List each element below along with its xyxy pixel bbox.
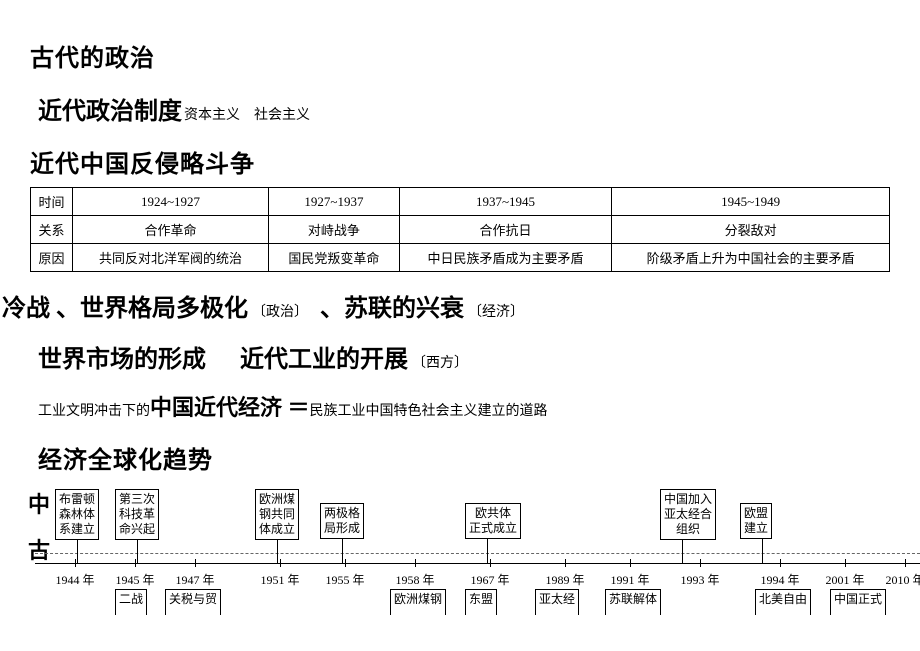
timeline-tick bbox=[845, 559, 846, 567]
timeline-year-label: 1994 年 bbox=[760, 571, 799, 588]
heading-modern-political-system: 近代政治制度 bbox=[38, 99, 182, 125]
timeline-year-label: 1947 年 bbox=[175, 571, 214, 588]
timeline-tick bbox=[75, 559, 76, 567]
subtext-capitalism: 资本主义 bbox=[184, 108, 240, 123]
timeline-year-label: 1989 年 bbox=[545, 571, 584, 588]
timeline-connector bbox=[137, 539, 138, 563]
timeline-bottom-box: 关税与贸 bbox=[165, 589, 221, 615]
cell: 分裂敌对 bbox=[612, 216, 890, 244]
timeline-bottom-box: 中国正式 bbox=[830, 589, 886, 615]
heading-ussr-rise-fall: 、苏联的兴衰 bbox=[320, 296, 464, 322]
timeline-year-label: 2010 年 bbox=[885, 571, 920, 588]
timeline-tick bbox=[780, 559, 781, 567]
heading-cold-war-row: 冷战 、世界格局多极化 〔政治〕 、苏联的兴衰 〔经济〕 bbox=[2, 288, 890, 323]
timeline-top-box: 中国加入亚太经合组织 bbox=[660, 489, 716, 540]
timeline-year-label: 1955 年 bbox=[325, 571, 364, 588]
cell: 阶级矛盾上升为中国社会的主要矛盾 bbox=[612, 244, 890, 272]
timeline-top-box: 布雷顿森林体系建立 bbox=[55, 489, 99, 540]
side-char-zhong: 中 bbox=[28, 487, 50, 519]
timeline-bottom-box: 欧洲煤钢 bbox=[390, 589, 446, 615]
timeline-dashed-line bbox=[35, 553, 920, 554]
timeline-year-label: 1993 年 bbox=[680, 571, 719, 588]
timeline-tick bbox=[345, 559, 346, 567]
note-west: 〔西方〕 bbox=[412, 356, 468, 371]
heading-anti-aggression: 近代中国反侵略斗争 bbox=[30, 144, 890, 179]
timeline-connector bbox=[342, 539, 343, 563]
heading-world-market-row: 世界市场的形成 近代工业的开展 〔西方〕 bbox=[38, 339, 890, 374]
cell: 合作革命 bbox=[73, 216, 269, 244]
heading-modern-industry: 近代工业的开展 bbox=[240, 347, 408, 373]
heading-globalization: 经济全球化趋势 bbox=[38, 440, 890, 475]
cell: 中日民族矛盾成为主要矛盾 bbox=[399, 244, 611, 272]
heading-world-market: 世界市场的形成 bbox=[38, 347, 206, 373]
cell: 1937~1945 bbox=[399, 188, 611, 216]
timeline-tick bbox=[135, 559, 136, 567]
heading-china-modern-economy-row: 工业文明冲击下的中国近代经济 ＝民族工业中国特色社会主义建立的道路 bbox=[38, 390, 890, 422]
heading-cold-war-multipolar: 冷战 、世界格局多极化 bbox=[2, 296, 248, 322]
heading-china-modern-economy: 中国近代经济 ＝ bbox=[150, 395, 310, 420]
timeline-year-label: 1967 年 bbox=[470, 571, 509, 588]
timeline-bottom-box: 苏联解体 bbox=[605, 589, 661, 615]
table-row-reason: 原因 共同反对北洋军阀的统治 国民党叛变革命 中日民族矛盾成为主要矛盾 阶级矛盾… bbox=[31, 244, 890, 272]
prefix-industrial-impact: 工业文明冲击下的 bbox=[38, 404, 150, 419]
cell: 1945~1949 bbox=[612, 188, 890, 216]
note-politics: 〔政治〕 bbox=[252, 305, 308, 320]
timeline-bottom-box: 亚太经 bbox=[535, 589, 579, 615]
timeline-year-label: 2001 年 bbox=[825, 571, 864, 588]
timeline-top-box: 欧洲煤钢共同体成立 bbox=[255, 489, 299, 540]
timeline-bottom-box: 东盟 bbox=[465, 589, 497, 615]
timeline-connector bbox=[77, 539, 78, 563]
side-char-gu: 古 bbox=[28, 533, 50, 565]
suffix-national-industry: 民族工业中国特色社会主义建立的道路 bbox=[310, 404, 548, 419]
heading-modern-political-system-row: 近代政治制度资本主义社会主义 bbox=[38, 91, 890, 126]
subtext-socialism: 社会主义 bbox=[254, 108, 310, 123]
rowhead-time: 时间 bbox=[31, 188, 73, 216]
cell: 国民党叛变革命 bbox=[269, 244, 400, 272]
cell: 1927~1937 bbox=[269, 188, 400, 216]
timeline-tick bbox=[905, 559, 906, 567]
timeline-top-box: 欧共体正式成立 bbox=[465, 503, 521, 539]
rowhead-reason: 原因 bbox=[31, 244, 73, 272]
table-row-time: 时间 1924~1927 1927~1937 1937~1945 1945~19… bbox=[31, 188, 890, 216]
note-economy: 〔经济〕 bbox=[468, 305, 524, 320]
globalization-timeline: 中 古 布雷顿森林体系建立第三次科技革命兴起 欧洲煤钢共同体成立两极格局形成 欧共体… bbox=[20, 489, 920, 629]
cell: 对峙战争 bbox=[269, 216, 400, 244]
timeline-year-label: 1944 年 bbox=[55, 571, 94, 588]
timeline-axis bbox=[35, 563, 920, 564]
kmt-ccp-relations-table: 时间 1924~1927 1927~1937 1937~1945 1945~19… bbox=[30, 187, 890, 272]
timeline-year-label: 1991 年 bbox=[610, 571, 649, 588]
timeline-bottom-box: 二战 bbox=[115, 589, 147, 615]
timeline-connector bbox=[277, 539, 278, 563]
timeline-year-label: 1951 年 bbox=[260, 571, 299, 588]
table-row-relation: 关系 合作革命 对峙战争 合作抗日 分裂敌对 bbox=[31, 216, 890, 244]
timeline-year-label: 1958 年 bbox=[395, 571, 434, 588]
timeline-connector bbox=[682, 539, 683, 563]
timeline-top-box: 两极格局形成 bbox=[320, 503, 364, 539]
heading-ancient-politics: 古代的政治 bbox=[30, 38, 890, 73]
timeline-top-box: 第三次科技革命兴起 bbox=[115, 489, 159, 540]
timeline-tick bbox=[490, 559, 491, 567]
timeline-tick bbox=[415, 559, 416, 567]
timeline-bottom-box: 北美自由 bbox=[755, 589, 811, 615]
timeline-top-box: 欧盟建立 bbox=[740, 503, 772, 539]
rowhead-relation: 关系 bbox=[31, 216, 73, 244]
timeline-tick bbox=[630, 559, 631, 567]
timeline-tick bbox=[280, 559, 281, 567]
cell: 1924~1927 bbox=[73, 188, 269, 216]
cell: 合作抗日 bbox=[399, 216, 611, 244]
timeline-connector bbox=[762, 539, 763, 563]
timeline-connector bbox=[487, 539, 488, 563]
cell: 共同反对北洋军阀的统治 bbox=[73, 244, 269, 272]
timeline-year-label: 1945 年 bbox=[115, 571, 154, 588]
timeline-tick bbox=[700, 559, 701, 567]
timeline-tick bbox=[565, 559, 566, 567]
timeline-tick bbox=[195, 559, 196, 567]
